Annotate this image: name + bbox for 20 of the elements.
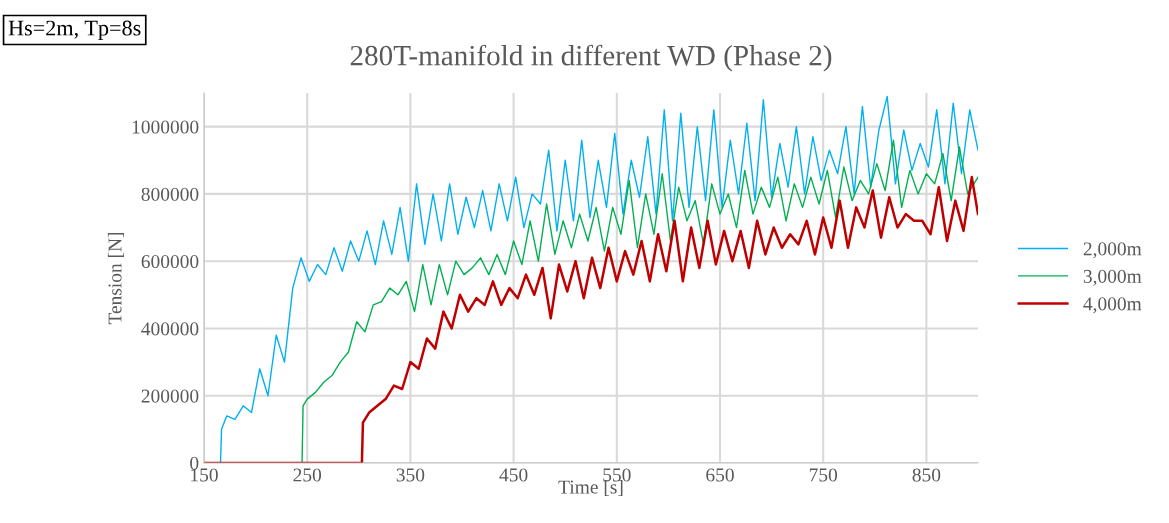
- x-tick-label: 850: [912, 468, 941, 482]
- x-tick-label: 550: [603, 468, 631, 482]
- y-tick-label: 1000000: [132, 120, 199, 134]
- text: Hs=2m, Tp=8s: [8, 20, 141, 41]
- x-tick-label: 250: [293, 468, 322, 482]
- x-tick-label: 750: [809, 468, 838, 482]
- x-tick-label: 450: [499, 468, 528, 482]
- y-tick-label: 200000: [141, 389, 199, 403]
- x-tick-label: 650: [706, 468, 734, 482]
- y-tick-label: 600000: [141, 255, 199, 269]
- legend-label: 4,000m: [1083, 297, 1142, 314]
- legend-label: 2,000m: [1083, 242, 1142, 259]
- legend-label: 3,000m: [1083, 269, 1142, 286]
- y-axis-title: Tension [N]: [107, 232, 124, 325]
- y-tick-label: 0: [190, 456, 199, 470]
- x-tick-label: 150: [191, 468, 218, 482]
- chart-title: 280T-manifold in different WD (Phase 2): [350, 44, 832, 72]
- y-tick-label: 800000: [141, 187, 199, 201]
- x-tick-label: 350: [396, 468, 425, 482]
- y-tick-label: 400000: [141, 322, 199, 336]
